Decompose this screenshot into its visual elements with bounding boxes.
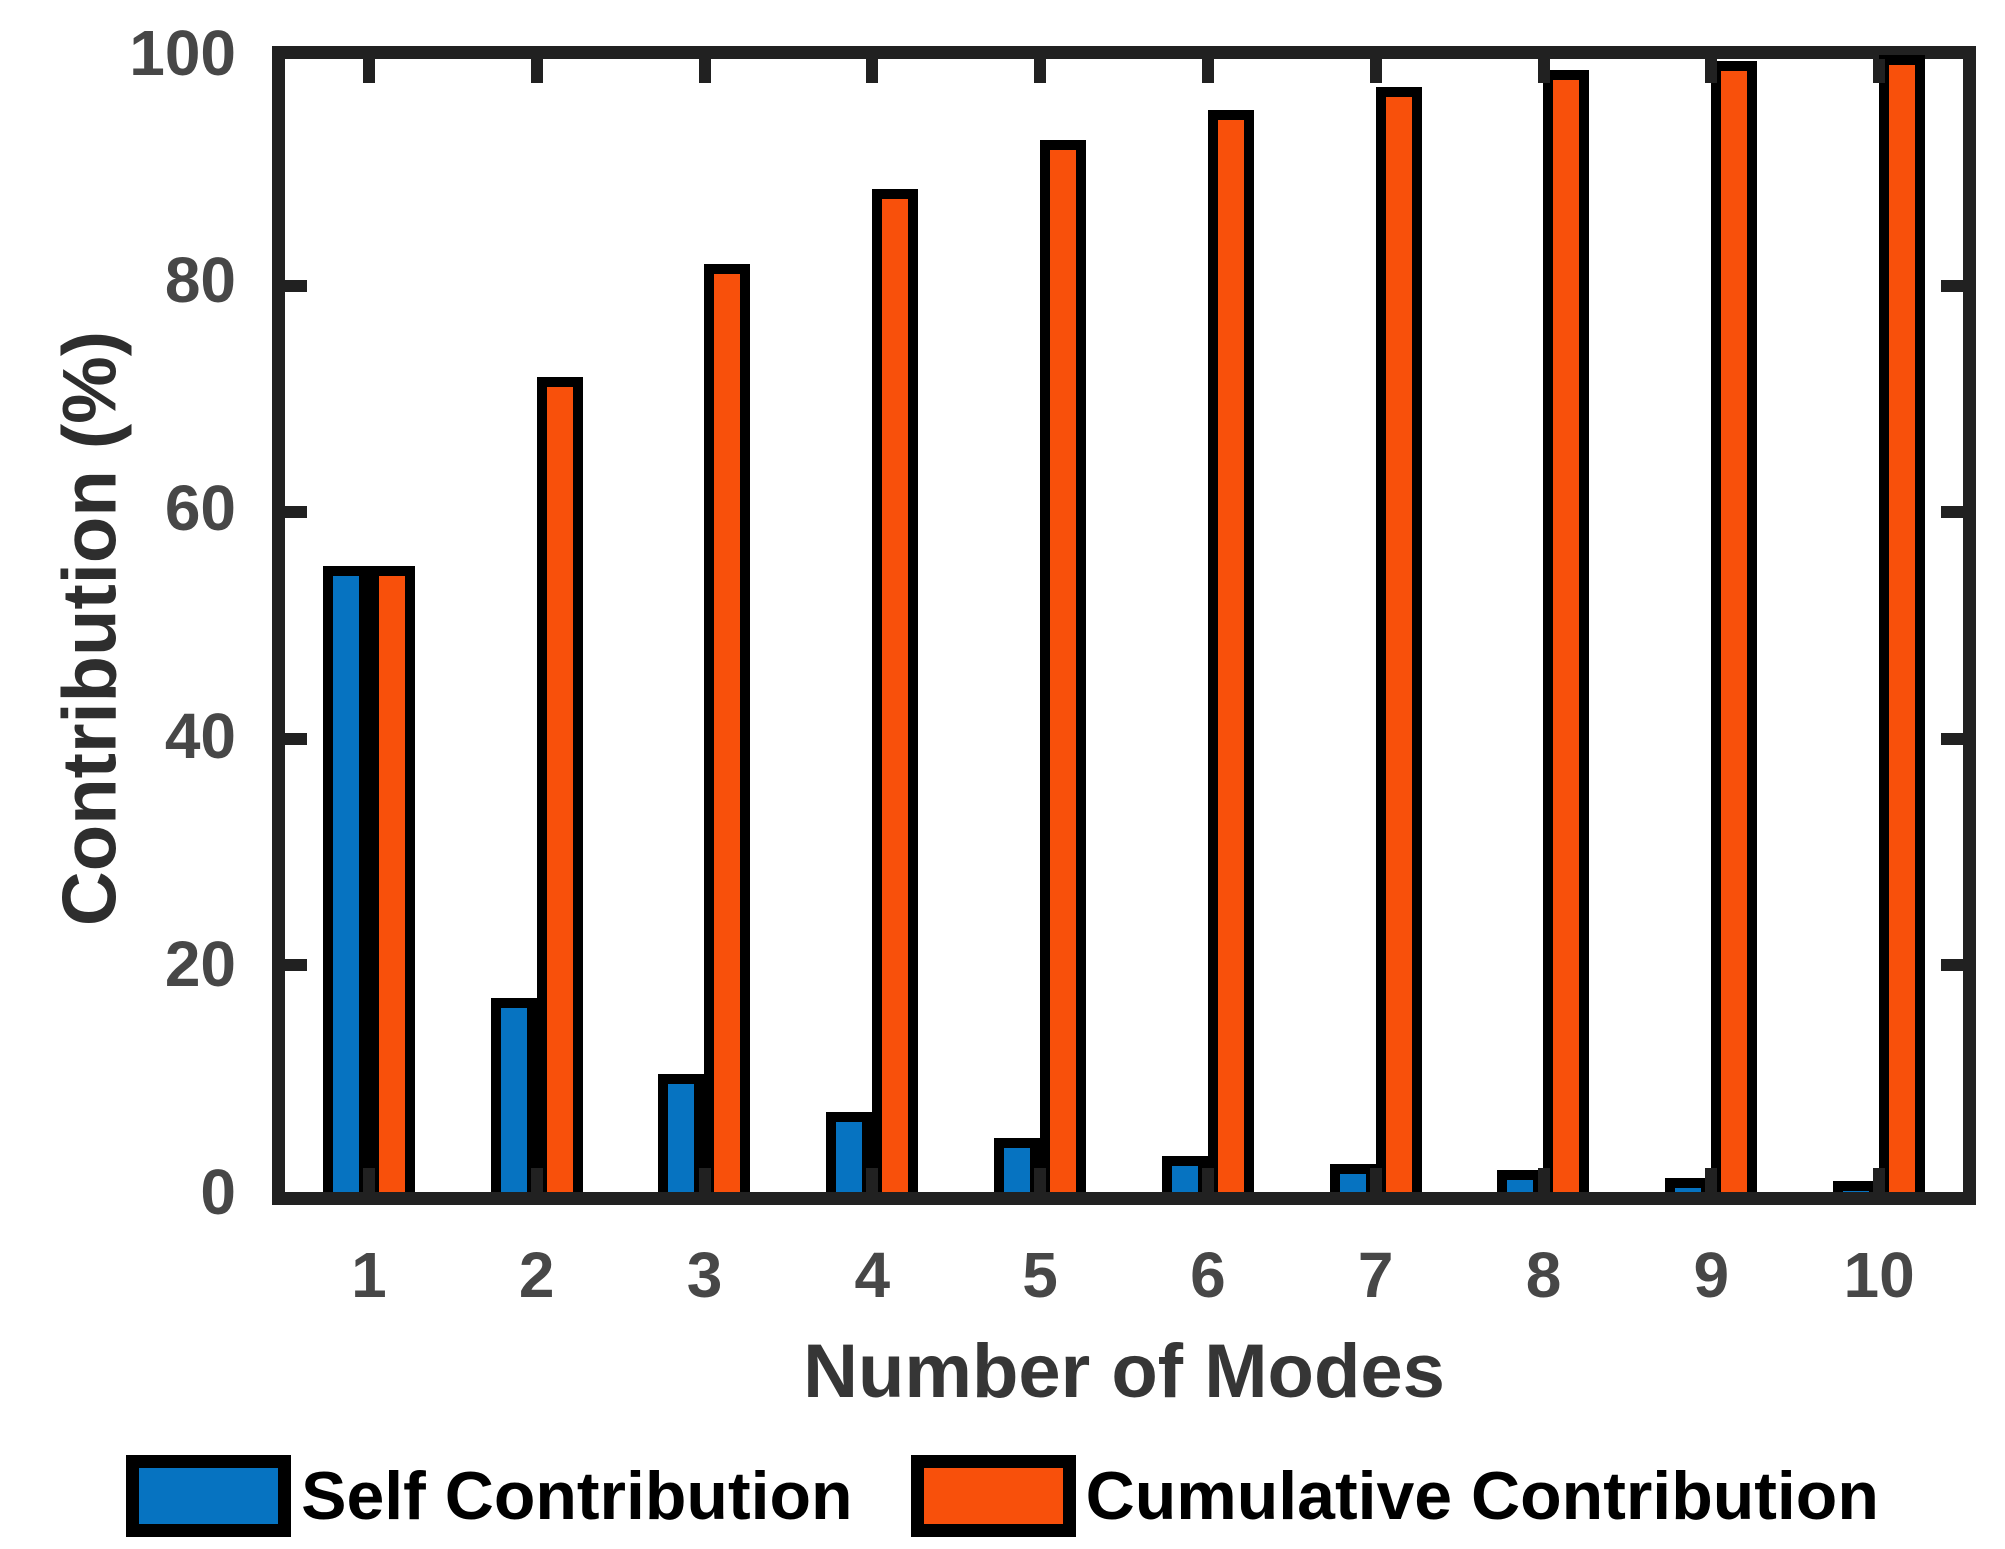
legend-label-self-contribution: Self Contribution (301, 1457, 853, 1534)
x-tick-bottom-mode-7 (1369, 1168, 1382, 1192)
bar-group-mode-5 (956, 59, 1124, 1192)
x-tick-top-mode-2 (530, 59, 543, 83)
bar-self-mode-1 (322, 566, 369, 1192)
x-axis-label: Number of Modes (803, 1329, 1445, 1414)
bar-cumulative-mode-3 (704, 263, 751, 1192)
plot-inner (285, 55, 1963, 1192)
bar-group-mode-2 (453, 59, 621, 1192)
x-tick-top-mode-10 (1873, 59, 1886, 83)
x-tick-bottom-mode-6 (1201, 1168, 1214, 1192)
bar-cumulative-mode-8 (1543, 69, 1590, 1192)
x-tick-label-5: 5 (1022, 1239, 1058, 1311)
x-tick-top-mode-3 (698, 59, 711, 83)
bar-group-mode-8 (1460, 59, 1628, 1192)
bar-cumulative-mode-2 (536, 376, 583, 1192)
legend-label-cumulative-contribution: Cumulative Contribution (1085, 1457, 1879, 1534)
x-tick-top-mode-9 (1705, 59, 1718, 83)
y-tick-left-20 (285, 959, 307, 972)
y-tick-label-40: 40 (164, 700, 236, 773)
x-tick-label-3: 3 (686, 1239, 723, 1311)
x-tick-bottom-mode-1 (362, 1168, 375, 1192)
x-tick-label-6: 6 (1190, 1239, 1226, 1311)
bar-group-mode-6 (1124, 59, 1292, 1192)
bar-group-mode-3 (621, 59, 789, 1192)
y-tick-right-40 (1941, 732, 1963, 745)
y-tick-label-20: 20 (164, 928, 236, 1001)
y-tick-left-80 (285, 279, 307, 292)
bar-cumulative-mode-5 (1040, 140, 1087, 1192)
bar-cumulative-mode-1 (368, 566, 415, 1192)
x-tick-bottom-mode-9 (1705, 1168, 1718, 1192)
x-tick-top-mode-4 (866, 59, 879, 83)
x-tick-top-mode-6 (1201, 59, 1214, 83)
bar-cumulative-mode-7 (1375, 86, 1422, 1192)
y-tick-labels: 0 20 40 60 80 100 (0, 0, 252, 1549)
bar-group-mode-10 (1795, 55, 1963, 1192)
bar-cumulative-mode-9 (1711, 60, 1758, 1192)
y-tick-right-20 (1941, 959, 1963, 972)
bar-self-mode-3 (658, 1073, 705, 1192)
x-tick-top-mode-1 (362, 59, 375, 83)
plot-area (272, 46, 1976, 1205)
x-tick-label-2: 2 (518, 1239, 555, 1311)
bar-group-mode-1 (285, 59, 453, 1192)
x-tick-bottom-mode-8 (1537, 1168, 1550, 1192)
x-tick-label-1: 1 (351, 1239, 387, 1311)
bar-cumulative-mode-10 (1879, 55, 1926, 1192)
x-tick-label-4: 4 (854, 1239, 891, 1311)
legend-entry-self-contribution: Self Contribution (126, 1454, 853, 1537)
bar-self-mode-5 (994, 1138, 1041, 1192)
x-tick-bottom-mode-10 (1873, 1168, 1886, 1192)
bar-cumulative-mode-6 (1207, 109, 1254, 1192)
y-tick-label-100: 100 (129, 16, 236, 89)
y-tick-label-60: 60 (164, 472, 236, 545)
x-tick-top-mode-7 (1369, 59, 1382, 83)
bar-self-mode-4 (826, 1112, 873, 1192)
x-tick-top-mode-5 (1034, 59, 1047, 83)
y-tick-left-40 (285, 732, 307, 745)
legend-swatch-self-contribution (126, 1454, 292, 1537)
y-tick-right-60 (1941, 506, 1963, 519)
bar-group-mode-9 (1627, 59, 1795, 1192)
bar-group-mode-7 (1292, 59, 1460, 1192)
bar-self-mode-2 (490, 997, 537, 1192)
x-tick-label-10: 10 (1843, 1239, 1915, 1311)
x-tick-labels: 1 2 3 4 5 6 7 8 9 10 (285, 1238, 1963, 1318)
x-tick-bottom-mode-4 (866, 1168, 879, 1192)
bar-cumulative-mode-4 (872, 188, 919, 1192)
y-tick-label-0: 0 (200, 1156, 236, 1228)
y-tick-left-60 (285, 506, 307, 519)
legend-entry-cumulative-contribution: Cumulative Contribution (910, 1454, 1879, 1537)
x-tick-label-9: 9 (1693, 1239, 1730, 1311)
x-tick-label-8: 8 (1525, 1239, 1562, 1311)
y-tick-label-80: 80 (164, 244, 236, 317)
legend: Self Contribution Cumulative Contributio… (0, 1442, 2005, 1549)
x-tick-bottom-mode-5 (1034, 1168, 1047, 1192)
x-tick-label-7: 7 (1357, 1239, 1394, 1311)
legend-swatch-cumulative-contribution (910, 1454, 1076, 1537)
x-tick-top-mode-8 (1537, 59, 1550, 83)
x-tick-bottom-mode-2 (530, 1168, 543, 1192)
x-tick-bottom-mode-3 (698, 1168, 711, 1192)
y-tick-right-80 (1941, 279, 1963, 292)
bar-group-mode-4 (788, 59, 956, 1192)
